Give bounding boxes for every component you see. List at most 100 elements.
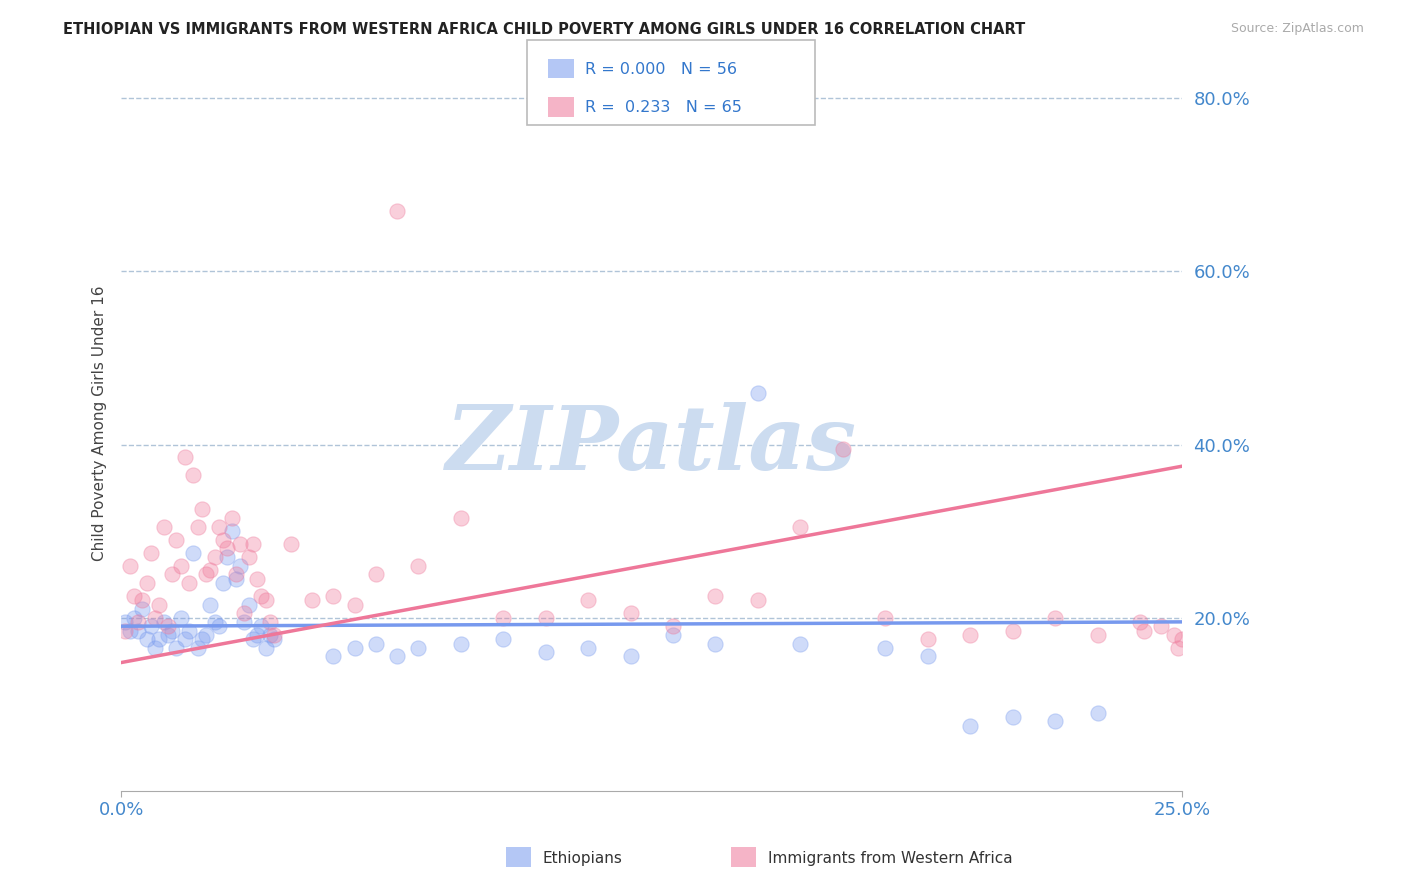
Point <box>174 450 197 465</box>
Point <box>148 598 170 612</box>
Point <box>959 719 981 733</box>
Point <box>160 624 183 638</box>
Point <box>254 593 277 607</box>
Point <box>208 619 231 633</box>
Point <box>620 649 643 664</box>
Point <box>225 572 247 586</box>
Point <box>1043 610 1066 624</box>
Point <box>1087 706 1109 720</box>
Point <box>131 602 153 616</box>
Point <box>160 567 183 582</box>
Point <box>174 632 197 647</box>
Point <box>208 519 231 533</box>
Point <box>156 628 179 642</box>
Point <box>131 593 153 607</box>
Point <box>169 558 191 573</box>
Point <box>364 567 387 582</box>
Text: R =  0.233   N = 65: R = 0.233 N = 65 <box>585 101 742 115</box>
Point <box>135 632 157 647</box>
Point <box>191 502 214 516</box>
Point <box>1001 624 1024 638</box>
Point <box>704 636 727 650</box>
Text: ZIPatlas: ZIPatlas <box>446 401 858 488</box>
Point <box>139 619 162 633</box>
Point <box>152 519 174 533</box>
Point <box>238 549 260 564</box>
Point <box>1133 624 1156 638</box>
Point <box>204 549 226 564</box>
Point <box>165 640 187 655</box>
Point <box>343 640 366 655</box>
Point <box>875 610 897 624</box>
Point <box>242 632 264 647</box>
Point <box>1129 615 1152 629</box>
Point <box>200 598 222 612</box>
Text: R = 0.000   N = 56: R = 0.000 N = 56 <box>585 62 737 77</box>
Point <box>959 628 981 642</box>
Text: Immigrants from Western Africa: Immigrants from Western Africa <box>768 851 1012 865</box>
Point <box>385 203 408 218</box>
Point <box>139 546 162 560</box>
Point <box>195 567 218 582</box>
Point <box>246 628 269 642</box>
Point <box>148 632 170 647</box>
Point <box>246 572 269 586</box>
Point <box>408 558 430 573</box>
Point <box>156 619 179 633</box>
Point <box>221 524 243 538</box>
Point <box>127 615 149 629</box>
Point <box>191 632 214 647</box>
Point <box>135 576 157 591</box>
Point <box>254 640 277 655</box>
Point <box>662 619 685 633</box>
Point <box>118 624 141 638</box>
Point <box>917 649 939 664</box>
Point <box>343 598 366 612</box>
Point <box>704 589 727 603</box>
Point <box>259 628 281 642</box>
Point <box>1150 619 1173 633</box>
Point <box>1087 628 1109 642</box>
Point <box>143 610 166 624</box>
Point <box>233 615 256 629</box>
Point <box>408 640 430 655</box>
Point <box>118 558 141 573</box>
Point <box>534 610 557 624</box>
Point <box>576 640 599 655</box>
Point <box>263 628 285 642</box>
Point <box>875 640 897 655</box>
Point <box>187 640 209 655</box>
Text: Source: ZipAtlas.com: Source: ZipAtlas.com <box>1230 22 1364 36</box>
Point <box>169 610 191 624</box>
Point <box>221 511 243 525</box>
Point <box>917 632 939 647</box>
Point <box>114 624 136 638</box>
Point <box>233 606 256 620</box>
Point <box>250 589 273 603</box>
Point <box>534 645 557 659</box>
Point <box>183 467 205 482</box>
Point <box>450 636 472 650</box>
Point <box>152 615 174 629</box>
Point <box>492 632 515 647</box>
Point <box>1163 628 1185 642</box>
Point <box>229 558 252 573</box>
Point <box>204 615 226 629</box>
Point <box>114 615 136 629</box>
Text: Ethiopians: Ethiopians <box>543 851 623 865</box>
Point <box>747 593 769 607</box>
Point <box>322 649 344 664</box>
Point <box>212 533 235 547</box>
Point <box>122 610 145 624</box>
Point <box>187 519 209 533</box>
Y-axis label: Child Poverty Among Girls Under 16: Child Poverty Among Girls Under 16 <box>93 285 107 560</box>
Point <box>789 519 811 533</box>
Point <box>385 649 408 664</box>
Point <box>1001 710 1024 724</box>
Point <box>217 549 239 564</box>
Point <box>143 640 166 655</box>
Point <box>364 636 387 650</box>
Point <box>1171 632 1194 647</box>
Text: ETHIOPIAN VS IMMIGRANTS FROM WESTERN AFRICA CHILD POVERTY AMONG GIRLS UNDER 16 C: ETHIOPIAN VS IMMIGRANTS FROM WESTERN AFR… <box>63 22 1025 37</box>
Point <box>229 537 252 551</box>
